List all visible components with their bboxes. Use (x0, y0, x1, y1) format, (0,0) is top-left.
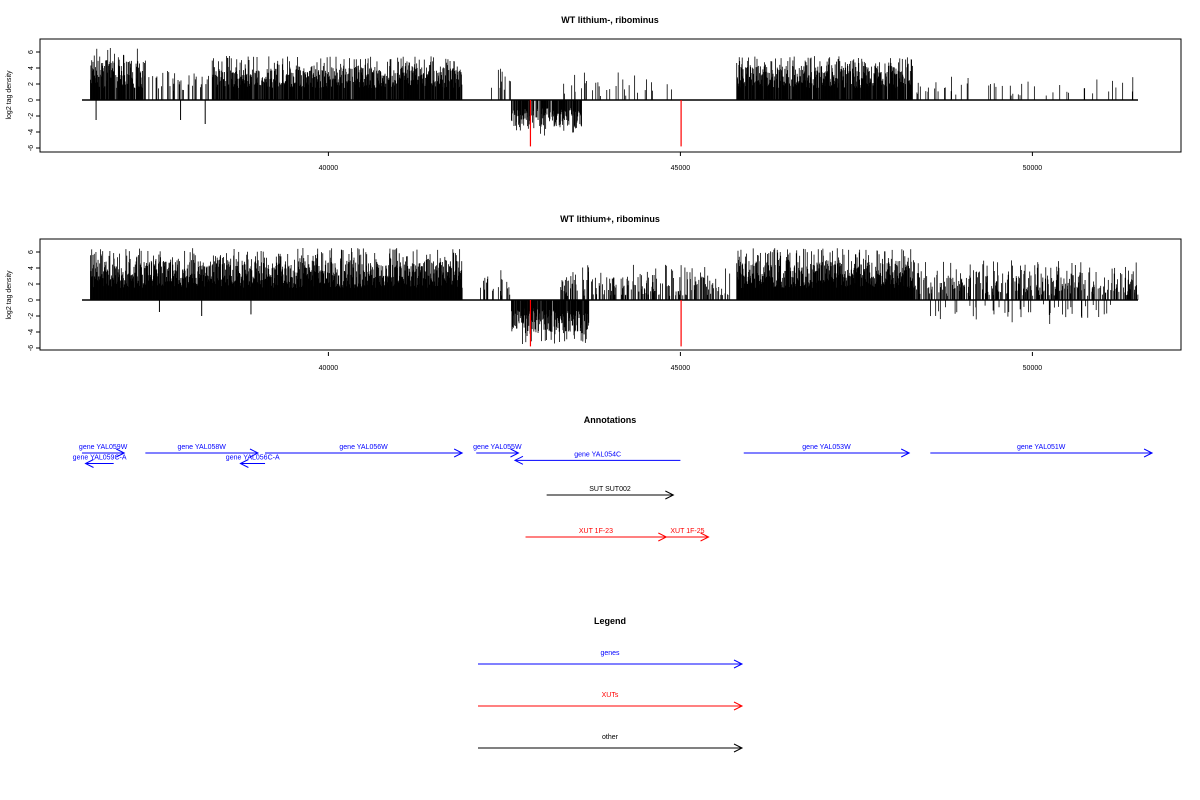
y-tick-label: 0 (28, 298, 35, 302)
panel-2-bars (82, 248, 1139, 347)
y-tick-label: 0 (28, 98, 35, 102)
panel-1-x-axis: 40000 45000 50000 (319, 152, 1043, 172)
feature-label: gene YAL056C-A (226, 455, 280, 462)
panel-1-bars (82, 48, 1138, 147)
legend-item: genes (478, 650, 744, 669)
annotation-feature: gene YAL056W (265, 444, 464, 458)
panel-2-y-axis: -6 -4 -2 0 2 4 6 (28, 250, 40, 351)
y-tick-label: -6 (28, 145, 35, 151)
panel-1-ylabel: log2 tag density (6, 70, 13, 120)
annotation-feature: XUT 1F-23 (525, 528, 668, 542)
panel-2-title: WT lithium+, ribominus (560, 214, 660, 224)
legend-label: genes (600, 650, 620, 657)
y-tick-label: -4 (28, 129, 35, 135)
annotation-feature: gene YAL053W (743, 444, 911, 458)
x-tick-label: 40000 (319, 165, 339, 172)
arrowhead-icon (453, 448, 464, 458)
y-tick-label: -2 (28, 113, 35, 119)
panel-1-frame (39, 38, 1182, 153)
annotation-feature: gene YAL051W (930, 444, 1154, 458)
feature-label: SUT SUT002 (589, 486, 631, 493)
panel-lithium-minus: WT lithium-, ribominus log2 tag density … (6, 15, 1182, 172)
y-tick-label: -2 (28, 313, 35, 319)
annotation-feature: SUT SUT002 (546, 486, 675, 500)
arrowhead-icon (733, 659, 744, 669)
arrowhead-icon (239, 459, 249, 468)
feature-label: XUT 1F-25 (670, 528, 704, 535)
feature-label: gene YAL058W (177, 444, 226, 451)
arrowhead-icon (510, 448, 520, 458)
feature-label: XUT 1F-23 (579, 528, 613, 535)
arrowhead-icon (700, 532, 710, 542)
arrowhead-icon (1143, 448, 1154, 458)
y-tick-label: 4 (28, 266, 35, 270)
panel-lithium-plus: WT lithium+, ribominus log2 tag density … (6, 214, 1182, 372)
annotations-title: Annotations (584, 415, 637, 425)
arrowhead-icon (665, 490, 675, 500)
legend-label: other (602, 734, 619, 741)
x-tick-label: 45000 (671, 165, 691, 172)
legend: Legend genes XUTs other (478, 616, 744, 753)
panel-2-x-axis: 40000 45000 50000 (319, 352, 1043, 372)
arrowhead-icon (84, 459, 94, 468)
feature-label: gene YAL059C-A (73, 455, 127, 462)
panel-1-title: WT lithium-, ribominus (561, 15, 659, 25)
annotation-feature: gene YAL054C (513, 451, 681, 465)
y-tick-label: 6 (28, 250, 35, 254)
y-tick-label: 4 (28, 66, 35, 70)
y-tick-label: -6 (28, 345, 35, 351)
annotation-feature: gene YAL059C-A (73, 455, 127, 468)
arrowhead-icon (733, 701, 744, 711)
arrowhead-icon (900, 448, 911, 458)
x-tick-label: 40000 (319, 365, 339, 372)
annotation-feature: gene YAL055W (473, 444, 522, 458)
arrowhead-icon (733, 743, 744, 753)
y-tick-label: 6 (28, 50, 35, 54)
feature-label: gene YAL055W (473, 444, 522, 451)
arrowhead-icon (116, 448, 126, 458)
annotation-feature: gene YAL059W (79, 444, 128, 458)
y-tick-label: 2 (28, 82, 35, 86)
y-tick-label: 2 (28, 282, 35, 286)
legend-title: Legend (594, 616, 626, 626)
annotation-feature: XUT 1F-25 (666, 528, 710, 542)
feature-label: gene YAL054C (574, 451, 621, 458)
legend-item: XUTs (478, 692, 744, 711)
feature-label: gene YAL053W (802, 444, 851, 451)
feature-label: gene YAL059W (79, 444, 128, 451)
y-tick-label: -4 (28, 329, 35, 335)
legend-item: other (478, 734, 744, 753)
panel-2-frame (39, 238, 1182, 351)
annotation-feature: gene YAL058W (145, 444, 260, 458)
feature-label: gene YAL051W (1017, 444, 1066, 451)
feature-label: gene YAL056W (339, 444, 388, 451)
legend-label: XUTs (602, 692, 619, 699)
x-tick-label: 45000 (671, 365, 691, 372)
panel-2-ylabel: log2 tag density (6, 270, 13, 320)
annotation-feature: gene YAL056C-A (226, 455, 280, 468)
x-tick-label: 50000 (1023, 165, 1043, 172)
panel-1-y-axis: -6 -4 -2 0 2 4 6 (28, 50, 40, 151)
x-tick-label: 50000 (1023, 365, 1043, 372)
annotations-track: Annotations gene YAL059W gene YAL059C-A ge… (73, 415, 1154, 542)
arrowhead-icon (513, 455, 524, 465)
arrowhead-icon (249, 448, 260, 458)
legend-items: genes XUTs other (478, 650, 744, 753)
